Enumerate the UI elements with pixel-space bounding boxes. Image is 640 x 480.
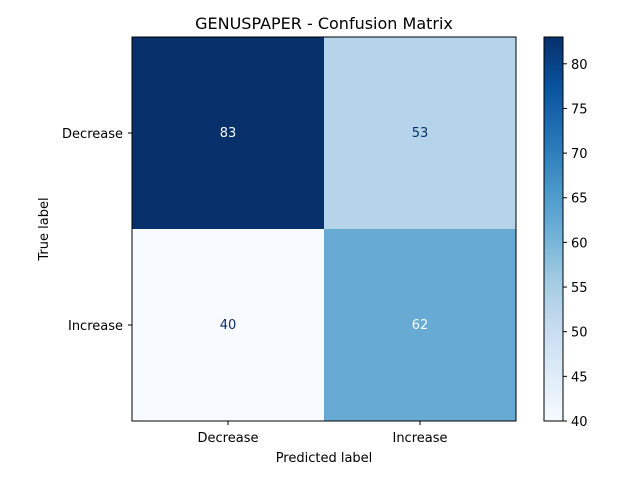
heatmap-cells [132, 37, 516, 421]
y-tick-label: Increase [68, 319, 123, 334]
y-axis-ticks: Decrease Increase [62, 127, 132, 334]
cell-value-label: 40 [220, 318, 237, 333]
heatmap-cell-labels: 83 53 40 62 [220, 126, 429, 333]
colorbar-tick-label: 70 [571, 147, 588, 162]
colorbar-tick-label: 60 [571, 236, 588, 251]
x-axis-ticks: Decrease Increase [198, 421, 448, 446]
heatmap-cell [324, 229, 516, 421]
colorbar-tick-label: 45 [571, 370, 588, 385]
cell-value-label: 83 [220, 126, 237, 141]
colorbar-tick-label: 40 [571, 415, 588, 430]
chart-title: GENUSPAPER - Confusion Matrix [195, 14, 453, 33]
colorbar-gradient [544, 37, 563, 421]
colorbar-tick-label: 75 [571, 102, 588, 117]
colorbar-tick-label: 65 [571, 192, 588, 207]
colorbar-frame [543, 36, 564, 422]
heatmap-cell [132, 37, 324, 229]
cell-value-label: 53 [412, 126, 429, 141]
colorbar-ticks: 40 45 50 55 60 65 70 75 80 [563, 58, 588, 430]
cell-value-label: 62 [412, 318, 429, 333]
y-axis-label: True label [37, 197, 52, 261]
colorbar-tick-label: 55 [571, 281, 588, 296]
x-tick-label: Decrease [198, 431, 259, 446]
plot-frame [131, 36, 517, 422]
x-tick-label: Increase [392, 431, 447, 446]
colorbar-tick-label: 80 [571, 58, 588, 73]
heatmap-cell [132, 229, 324, 421]
colorbar-tick-label: 50 [571, 326, 588, 341]
x-axis-label: Predicted label [276, 451, 373, 466]
heatmap-cell [324, 37, 516, 229]
y-tick-label: Decrease [62, 127, 123, 142]
